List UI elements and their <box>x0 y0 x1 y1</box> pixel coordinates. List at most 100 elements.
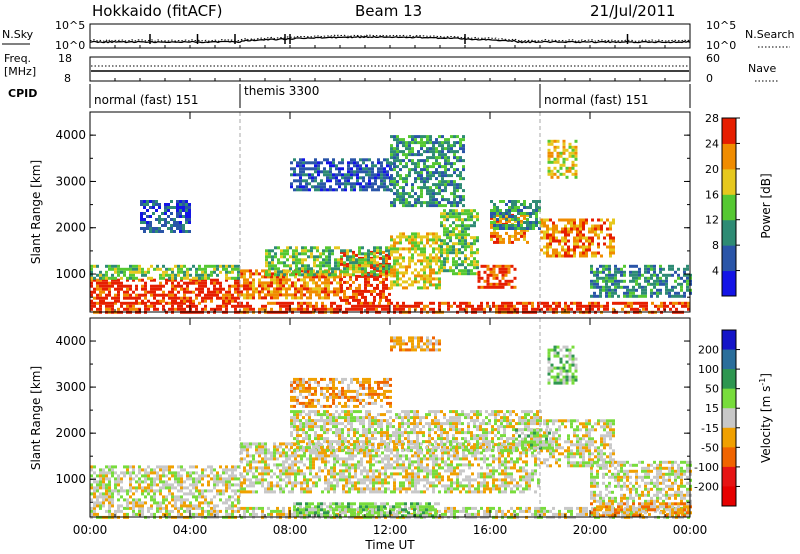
heatmap-cell <box>358 246 361 250</box>
heatmap-cell <box>344 185 347 189</box>
heatmap-cell <box>611 276 614 280</box>
heatmap-cell <box>324 457 327 461</box>
heatmap-cell <box>402 259 405 263</box>
heatmap-cell <box>355 277 358 281</box>
heatmap-cell <box>306 484 309 488</box>
heatmap-cell <box>444 186 447 190</box>
heatmap-cell <box>495 512 498 516</box>
heatmap-cell <box>343 261 346 265</box>
heatmap-cell <box>114 471 117 475</box>
heatmap-cell <box>231 267 234 271</box>
heatmap-cell <box>465 506 468 510</box>
heatmap-cell <box>657 304 660 308</box>
heatmap-cell <box>319 267 322 271</box>
heatmap-cell <box>432 147 435 151</box>
heatmap-cell <box>364 270 367 274</box>
heatmap-cell <box>126 284 129 288</box>
heatmap-cell <box>102 284 105 288</box>
heatmap-cell <box>571 163 575 167</box>
heatmap-cell <box>438 301 441 305</box>
heatmap-cell <box>176 224 179 227</box>
heatmap-cell <box>312 269 315 273</box>
heatmap-cell <box>547 157 551 161</box>
heatmap-cell <box>225 501 228 505</box>
heatmap-cell <box>138 480 141 484</box>
heatmap-cell <box>246 454 249 458</box>
heatmap-cell <box>186 471 189 475</box>
heatmap-cell <box>420 177 423 181</box>
heatmap-cell <box>507 282 511 286</box>
heatmap-cell <box>156 264 159 268</box>
heatmap-cell <box>111 273 114 277</box>
heatmap-cell <box>313 273 316 277</box>
heatmap-cell <box>309 460 312 464</box>
heatmap-cell <box>639 301 642 305</box>
heatmap-cell <box>429 509 432 513</box>
heatmap-cell <box>453 135 456 139</box>
heatmap-cell <box>350 167 353 171</box>
heatmap-cell <box>605 282 608 286</box>
heatmap-cell <box>207 480 210 484</box>
heatmap-cell <box>228 498 231 502</box>
heatmap-cell <box>343 253 346 257</box>
heatmap-cell <box>126 276 129 280</box>
heatmap-cell <box>321 451 324 455</box>
heatmap-cell <box>414 241 417 245</box>
heatmap-cell <box>174 486 177 490</box>
heatmap-cell <box>297 454 300 458</box>
heatmap-cell <box>189 477 192 481</box>
heatmap-cell <box>198 480 201 484</box>
heatmap-cell <box>162 465 165 469</box>
heatmap-cell <box>140 218 143 221</box>
heatmap-cell <box>599 276 602 280</box>
heatmap-cell <box>356 167 359 171</box>
heatmap-cell <box>132 471 135 475</box>
heatmap-cell <box>336 472 339 476</box>
heatmap-cell <box>376 292 379 296</box>
heatmap-cell <box>471 304 474 308</box>
heatmap-cell <box>393 150 396 154</box>
heatmap-cell <box>408 153 411 157</box>
heatmap-cell <box>423 165 426 169</box>
heatmap-cell <box>447 506 450 510</box>
heatmap-cell <box>150 290 153 294</box>
heatmap-cell <box>432 241 435 245</box>
heatmap-cell <box>153 489 156 493</box>
heatmap-cell <box>312 466 315 470</box>
heatmap-cell <box>186 273 189 277</box>
heatmap-cell <box>210 506 213 510</box>
heatmap-cell <box>464 230 467 234</box>
heatmap-cell <box>405 162 408 166</box>
heatmap-cell <box>369 304 372 308</box>
heatmap-cell <box>567 251 570 255</box>
heatmap-cell <box>502 237 505 241</box>
heatmap-cell <box>159 506 162 510</box>
heatmap-cell <box>359 182 362 186</box>
heatmap-cell <box>464 233 467 237</box>
heatmap-cell <box>364 274 367 278</box>
heatmap-cell <box>213 270 216 274</box>
heatmap-cell <box>286 246 289 250</box>
heatmap-cell <box>373 289 376 293</box>
heatmap-cell <box>295 255 298 259</box>
heatmap-cell <box>171 504 174 508</box>
heatmap-cell <box>417 159 420 163</box>
heatmap-cell <box>228 293 231 297</box>
heatmap-cell <box>534 512 537 516</box>
heatmap-cell <box>270 275 273 279</box>
heatmap-cell <box>144 287 147 291</box>
heatmap-cell <box>279 301 282 305</box>
heatmap-cell <box>426 262 429 266</box>
heatmap-cell <box>246 278 249 282</box>
heatmap-cell <box>348 301 351 305</box>
heatmap-cell <box>117 480 120 484</box>
heatmap-cell <box>435 156 438 160</box>
heatmap-cell <box>453 301 456 305</box>
heatmap-cell <box>291 301 294 305</box>
heatmap-cell <box>170 230 173 233</box>
heatmap-cell <box>558 512 561 516</box>
heatmap-cell <box>396 171 399 175</box>
heatmap-cell <box>327 269 330 273</box>
heatmap-cell <box>432 277 435 281</box>
heatmap-cell <box>265 255 268 259</box>
